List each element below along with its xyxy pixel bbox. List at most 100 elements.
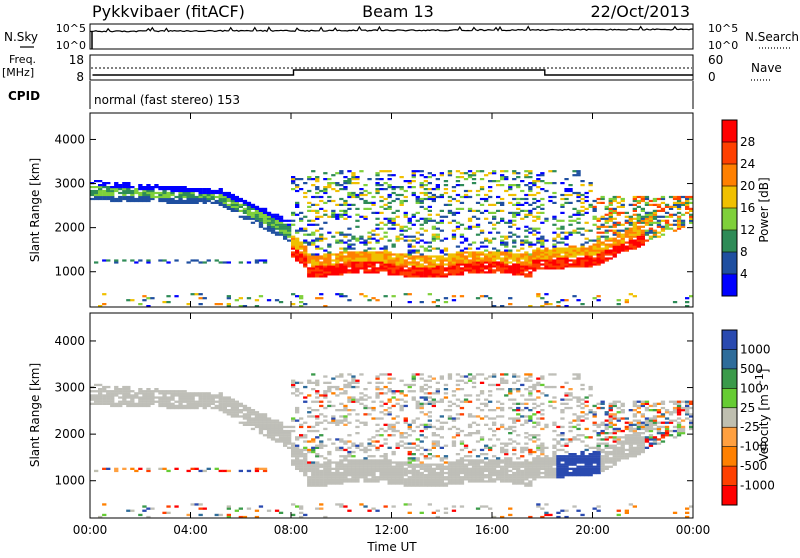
velocity-cell bbox=[448, 480, 452, 482]
power-cell bbox=[436, 184, 440, 186]
velocity-cell bbox=[556, 464, 560, 466]
velocity-cell bbox=[367, 438, 371, 440]
power-cell bbox=[613, 196, 617, 198]
power-cell bbox=[251, 212, 255, 214]
velocity-cell bbox=[424, 480, 428, 482]
power-cell bbox=[572, 295, 576, 297]
velocity-cell bbox=[178, 390, 182, 392]
velocity-cell bbox=[568, 426, 572, 428]
velocity-cell bbox=[291, 453, 295, 455]
velocity-cell bbox=[532, 384, 536, 386]
velocity-cell bbox=[508, 399, 512, 401]
velocity-cell bbox=[609, 457, 613, 459]
power-cell bbox=[536, 267, 540, 269]
power-cell bbox=[251, 208, 255, 210]
velocity-cell bbox=[199, 470, 203, 472]
velocity-cell bbox=[371, 461, 375, 463]
velocity-cell bbox=[363, 474, 367, 476]
power-cell bbox=[170, 202, 174, 204]
power-cell bbox=[420, 275, 424, 277]
velocity-cell bbox=[379, 405, 383, 407]
power-cell bbox=[303, 196, 307, 198]
velocity-cell bbox=[247, 470, 251, 472]
velocity-cell bbox=[404, 472, 408, 474]
velocity-cell bbox=[560, 426, 564, 428]
power-cell bbox=[102, 186, 106, 188]
velocity-cell bbox=[416, 449, 420, 451]
power-cell bbox=[613, 242, 617, 244]
velocity-cell bbox=[560, 445, 564, 447]
velocity-cell bbox=[492, 424, 496, 426]
power-cell bbox=[524, 257, 528, 259]
velocity-cell bbox=[162, 390, 166, 392]
velocity-cell bbox=[359, 468, 363, 470]
power-cell bbox=[568, 188, 572, 190]
velocity-cell bbox=[468, 461, 472, 463]
power-cell bbox=[412, 236, 416, 238]
velocity-cell bbox=[114, 405, 118, 407]
power-cell bbox=[412, 257, 416, 259]
power-cell bbox=[536, 216, 540, 218]
power-cell bbox=[512, 255, 516, 257]
power-cell bbox=[118, 196, 122, 198]
velocity-cell bbox=[323, 428, 327, 430]
velocity-cell bbox=[460, 468, 464, 470]
power-cell bbox=[673, 206, 677, 208]
power-cell bbox=[456, 269, 460, 271]
power-cell bbox=[315, 267, 319, 269]
power-cell bbox=[384, 170, 388, 172]
power-cell bbox=[243, 218, 247, 220]
velocity-cell bbox=[323, 382, 327, 384]
velocity-cell bbox=[412, 375, 416, 377]
power-cell bbox=[552, 261, 556, 263]
power-cell bbox=[532, 234, 536, 236]
power-cell bbox=[355, 176, 359, 178]
velocity-cell bbox=[428, 482, 432, 484]
velocity-cell bbox=[460, 449, 464, 451]
power-cell bbox=[239, 198, 243, 200]
velocity-cell bbox=[126, 401, 130, 403]
velocity-cell bbox=[371, 436, 375, 438]
power-cell bbox=[476, 170, 480, 172]
power-cell bbox=[653, 218, 657, 220]
power-cell bbox=[480, 295, 484, 297]
velocity-cell bbox=[347, 409, 351, 411]
velocity-cell bbox=[625, 449, 629, 451]
power-cell bbox=[468, 271, 472, 273]
power-cell bbox=[408, 180, 412, 182]
power-cell bbox=[637, 222, 641, 224]
velocity-cell bbox=[464, 476, 468, 478]
power-cell bbox=[576, 192, 580, 194]
power-cell bbox=[444, 269, 448, 271]
power-cell bbox=[544, 267, 548, 269]
velocity-cell bbox=[331, 482, 335, 484]
velocity-cell bbox=[560, 438, 564, 440]
velocity-cell bbox=[347, 422, 351, 424]
velocity-cell bbox=[388, 428, 392, 430]
power-cell bbox=[291, 238, 295, 240]
power-cell bbox=[484, 238, 488, 240]
power-cell bbox=[649, 224, 653, 226]
velocity-cell bbox=[287, 432, 291, 434]
power-cell bbox=[568, 246, 572, 248]
noise-right-tick-bottom: 10^0 bbox=[708, 39, 738, 52]
power-cell bbox=[263, 214, 267, 216]
power-cell bbox=[492, 253, 496, 255]
velocity-cell bbox=[408, 443, 412, 445]
velocity-cell bbox=[420, 472, 424, 474]
power-cell bbox=[605, 250, 609, 252]
velocity-cell bbox=[412, 474, 416, 476]
power-cell bbox=[548, 263, 552, 265]
power-cell bbox=[384, 263, 388, 265]
power-cell bbox=[424, 230, 428, 232]
power-cell bbox=[363, 255, 367, 257]
velocity-cell bbox=[516, 461, 520, 463]
velocity-cell bbox=[589, 388, 593, 390]
velocity-cell bbox=[480, 436, 484, 438]
power-cell bbox=[138, 200, 142, 202]
velocity-cell bbox=[404, 447, 408, 449]
power-cell bbox=[536, 212, 540, 214]
velocity-cell bbox=[488, 459, 492, 461]
velocity-cell bbox=[605, 420, 609, 422]
power-cell bbox=[512, 194, 516, 196]
